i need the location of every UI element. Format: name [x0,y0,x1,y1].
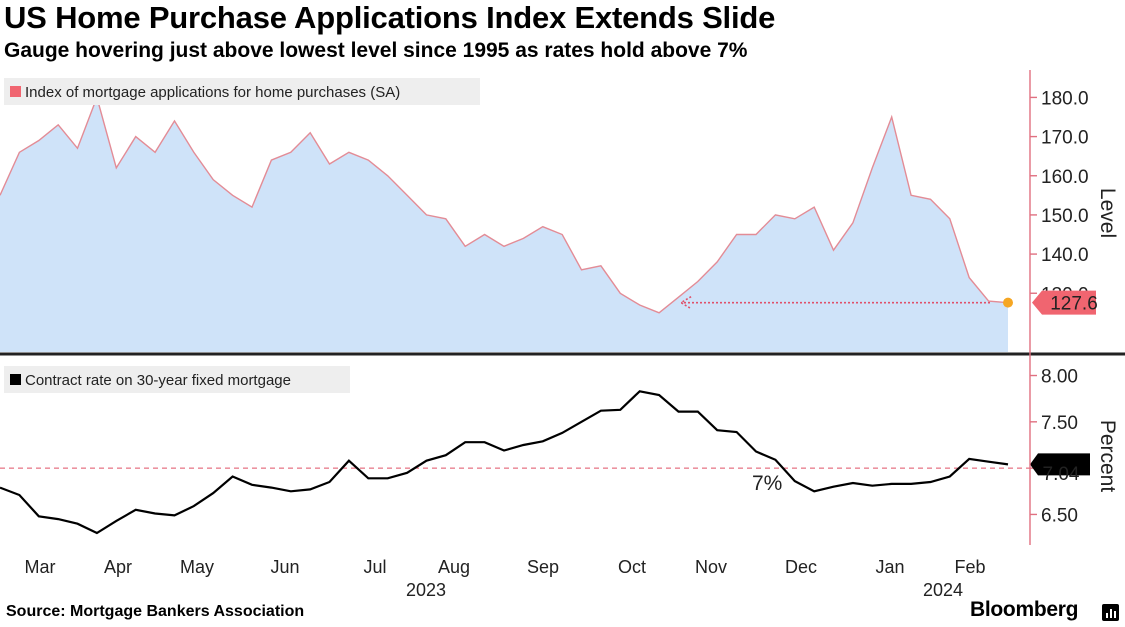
source-note: Source: Mortgage Bankers Association [6,603,305,620]
index-line [0,95,1009,314]
chart-subtitle: Gauge hovering just above lowest level s… [4,39,748,62]
x-tick-label: Feb [954,557,985,577]
rate-y-tick-label: 7.50 [1041,413,1078,434]
rate-threshold-label: 7% [752,472,782,495]
rate-latest-badge: 7.04 [1030,453,1090,485]
rate-y-axis-title: Percent [1096,420,1119,493]
chart-title: US Home Purchase Applications Index Exte… [4,0,776,35]
x-tick-label: Jul [363,557,386,577]
index-legend: Index of mortgage applications for home … [4,78,480,105]
index-y-axis-title: Level [1096,188,1119,238]
index-area [0,97,1008,353]
index-legend-bg [4,78,480,105]
x-tick-label: Jun [270,557,299,577]
rate-legend-swatch [10,374,21,385]
index-latest-label: 127.6 [1050,294,1098,315]
x-axis: Mar Apr May Jun Jul Aug Sep Oct Nov Dec … [25,557,986,600]
index-y-tick-label: 150.0 [1041,206,1089,227]
index-badge-bg [1032,290,1096,315]
rate-y-tick-label: 6.50 [1041,505,1078,526]
x-tick-label: Apr [104,557,132,577]
x-tick-label: Sep [527,557,559,577]
rate-y-ticks: 6.50 7.50 8.00 [1030,367,1078,526]
rate-legend-bg [4,366,350,393]
chart-icon [1102,604,1119,621]
rate-badge-bg [1030,453,1090,476]
rate-legend-label: Contract rate on 30-year fixed mortgage [25,372,291,389]
index-latest-badge: 127.6 [1032,290,1098,315]
index-y-tick-label: 180.0 [1041,88,1089,109]
x-tick-label: Dec [785,557,817,577]
x-year-label: 2023 [406,580,446,600]
x-tick-label: Oct [618,557,646,577]
x-tick-label: Mar [25,557,56,577]
rate-line [0,390,1009,535]
x-year-label: 2024 [923,580,963,600]
index-y-tick-label: 170.0 [1041,128,1089,149]
index-latest-dot [1003,297,1013,308]
rate-panel: 7% 6.50 7.50 8.00 7.04 Contract rate on 30… [0,366,1119,535]
rate-latest-label: 7.04 [1043,464,1080,485]
index-y-tick-label: 160.0 [1041,167,1089,188]
index-legend-swatch [10,86,21,97]
index-legend-label: Index of mortgage applications for home … [25,84,400,101]
rate-legend: Contract rate on 30-year fixed mortgage [4,366,350,393]
x-tick-label: May [180,557,214,577]
index-y-tick-label: 140.0 [1041,245,1089,266]
brand-logo-text: Bloomberg [970,598,1079,621]
rate-y-tick-label: 8.00 [1041,367,1078,388]
x-tick-label: Aug [438,557,470,577]
x-tick-label: Jan [875,557,904,577]
x-tick-label: Nov [695,557,727,577]
